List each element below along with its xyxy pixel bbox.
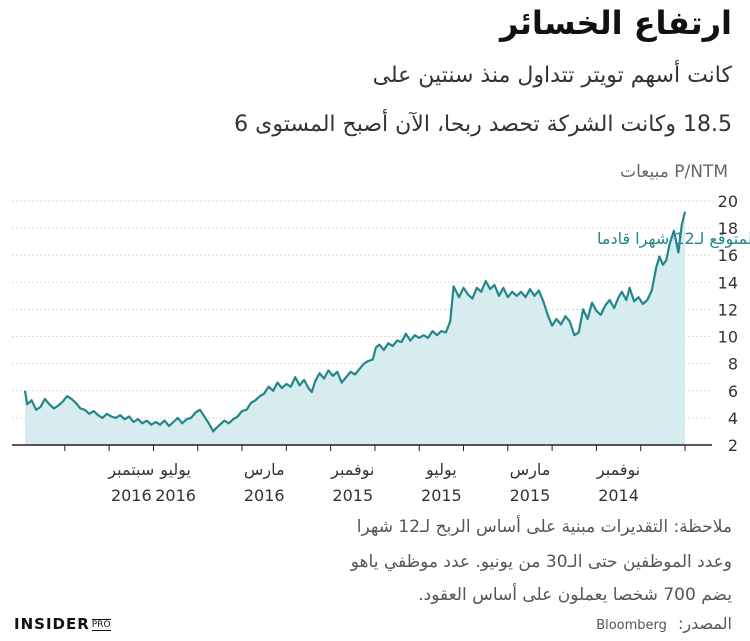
- series-line: [23, 211, 687, 433]
- y-tick-label-16: 16: [718, 246, 738, 265]
- y-tick-label-6: 6: [728, 382, 738, 401]
- x-tick-labels: نوفمبر 2014 مارس 2015 يوليو 2015 نوفمبر 2015 مار…: [107, 460, 640, 505]
- x-tick-year: 2016: [244, 486, 285, 505]
- note-line2: وعدد الموظفين حتى الـ30 من يونيو. عدد مو…: [350, 552, 732, 572]
- note-line1: ملاحظة: التقديرات مبنية على أساس الربح ل…: [356, 517, 732, 537]
- x-tick-year: 2014: [598, 486, 639, 505]
- x-tick-month: يوليو: [159, 460, 191, 480]
- y-tick-label-4: 4: [728, 409, 738, 428]
- chart-subtitle-line2: 18.5 وكانت الشركة تحصد ربحا، الآن أصبح ا…: [234, 112, 732, 137]
- y-axis-label: P/NTM مبيعات: [620, 162, 728, 182]
- x-tick-month: نوفمبر: [596, 460, 640, 480]
- x-tick-month: يوليو: [425, 460, 457, 480]
- y-tick-label-14: 14: [718, 273, 738, 292]
- insider-pro-logo: INSIDER PRO: [14, 615, 111, 633]
- note-line3: يضم 700 شخصا يعملون على أساس العقود.: [418, 585, 732, 605]
- source-label: المصدر:: [678, 614, 732, 633]
- chart-title: ارتفاع الخسائر: [500, 4, 732, 42]
- x-tick-year: 2016: [111, 486, 152, 505]
- y-tick-label-8: 8: [728, 355, 738, 374]
- x-tick-month: نوفمبر: [330, 460, 374, 480]
- source-name: Bloomberg: [596, 618, 667, 633]
- chart-annotation: الربح المتوقع لـ12 شهرا قادما: [597, 229, 750, 249]
- y-tick-labels: 2 4 6 8 10 12 14 16 18 20: [718, 192, 738, 455]
- x-tick-month: سبتمبر: [107, 460, 154, 480]
- y-tick-label-20: 20: [718, 192, 738, 211]
- x-tick-year: 2015: [510, 486, 551, 505]
- chart-subtitle-line1: كانت أسهم تويتر تتداول منذ سنتين على: [372, 63, 732, 88]
- chart-area-layer: [23, 211, 687, 445]
- y-tick-label-2: 2: [728, 436, 738, 455]
- x-tick-year: 2016: [155, 486, 196, 505]
- logo-sub: PRO: [91, 619, 111, 631]
- logo-main: INSIDER: [14, 615, 90, 633]
- y-tick-label-10: 10: [718, 328, 738, 347]
- x-tick-year: 2015: [332, 486, 373, 505]
- x-tick-year: 2015: [421, 486, 462, 505]
- x-tick-month: مارس: [244, 460, 285, 480]
- source-line: المصدر: Bloomberg: [596, 614, 732, 633]
- series-area-fill: [25, 211, 685, 445]
- chart-axis-layer: [12, 444, 712, 451]
- y-tick-label-12: 12: [718, 300, 738, 319]
- x-tick-month: مارس: [510, 460, 551, 480]
- y-tick-label-18: 18: [718, 219, 738, 238]
